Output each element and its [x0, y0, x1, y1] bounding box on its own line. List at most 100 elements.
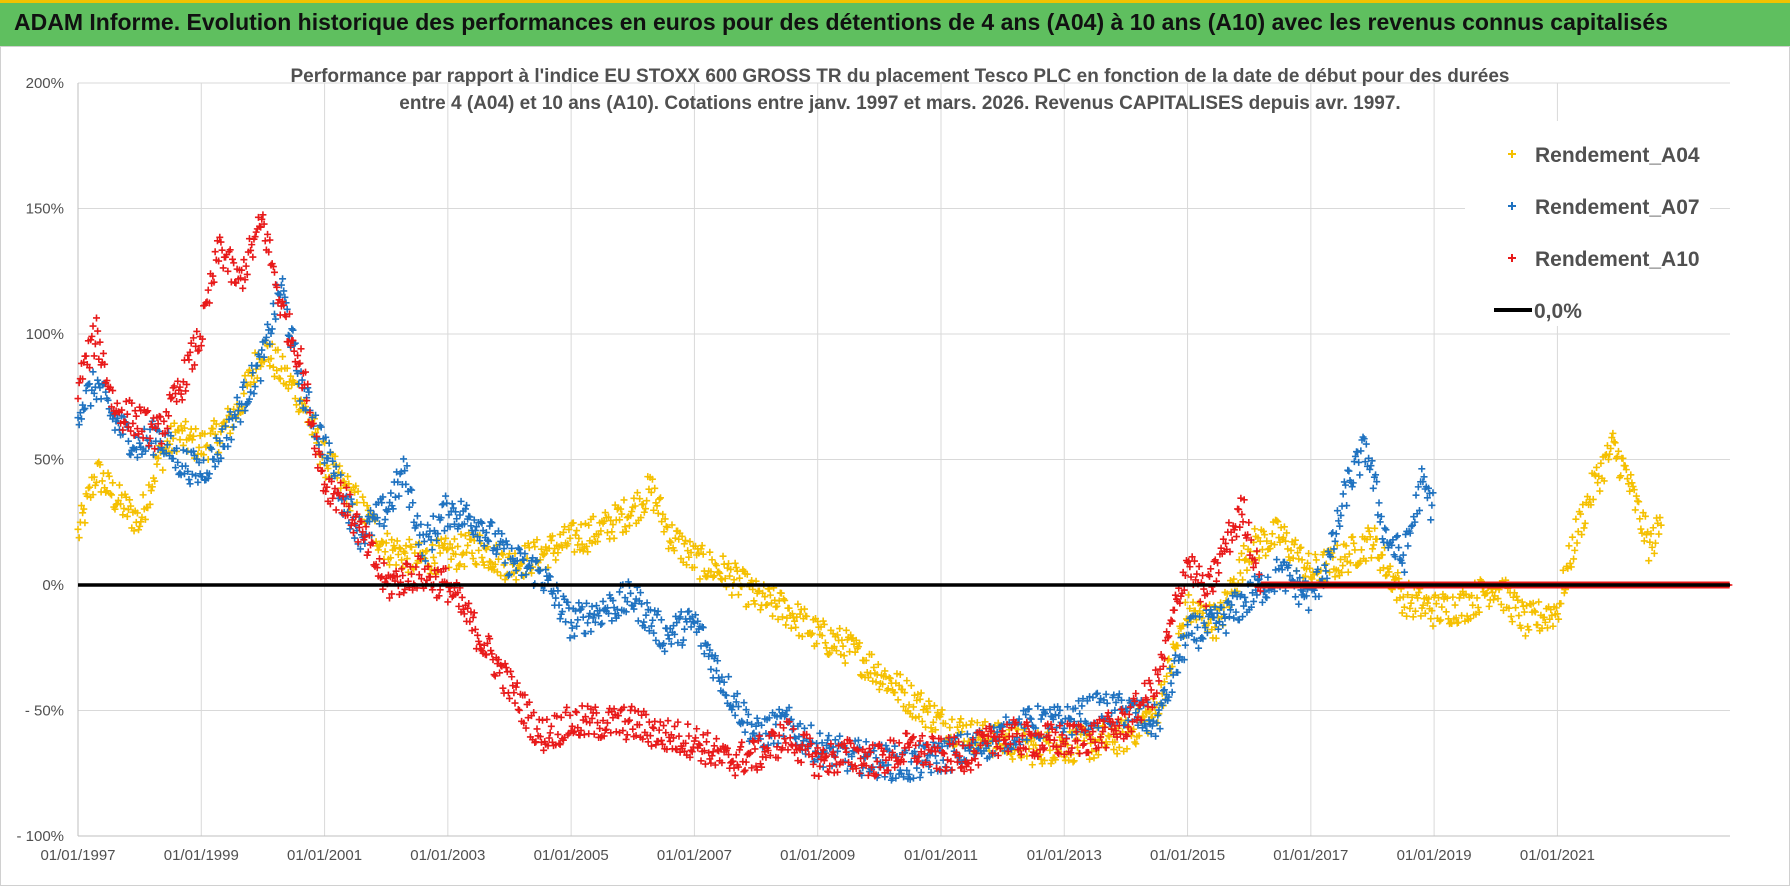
data-point — [210, 278, 218, 286]
data-point — [374, 546, 382, 554]
data-point — [213, 450, 221, 458]
data-point — [94, 376, 102, 384]
data-point — [1221, 614, 1229, 622]
data-point — [482, 651, 490, 659]
data-point — [306, 409, 314, 417]
y-tick-label: 100% — [26, 326, 64, 343]
data-point — [1403, 612, 1411, 620]
data-point — [240, 256, 248, 264]
data-point — [570, 727, 578, 735]
data-point — [1518, 598, 1526, 606]
data-point — [197, 342, 205, 350]
data-point — [594, 538, 602, 546]
data-point — [872, 771, 880, 779]
data-point — [685, 607, 693, 615]
data-point — [851, 648, 859, 656]
data-point — [645, 627, 653, 635]
data-point — [1124, 723, 1132, 731]
data-point — [558, 608, 566, 616]
data-point — [471, 560, 479, 568]
data-point — [1404, 542, 1412, 550]
data-point — [351, 520, 359, 528]
data-point — [1266, 545, 1274, 553]
data-point — [591, 618, 599, 626]
data-point — [168, 393, 176, 401]
data-point — [1241, 593, 1249, 601]
data-point — [705, 652, 713, 660]
data-point — [927, 747, 935, 755]
data-point — [1298, 556, 1306, 564]
data-point — [1037, 730, 1045, 738]
data-point — [572, 607, 580, 615]
data-point — [1212, 634, 1220, 642]
data-point — [1090, 754, 1098, 762]
data-point — [1123, 732, 1131, 740]
data-point — [156, 413, 164, 421]
data-point — [101, 360, 109, 368]
data-point — [607, 729, 615, 737]
data-point — [378, 537, 386, 545]
data-point — [696, 741, 704, 749]
data-point — [1613, 453, 1621, 461]
data-point — [808, 752, 816, 760]
data-point — [1517, 624, 1525, 632]
series-Rendement_A04 — [74, 336, 1665, 769]
data-point — [434, 530, 442, 538]
data-point — [668, 521, 676, 529]
data-point — [467, 522, 475, 530]
data-point — [573, 708, 581, 716]
data-point — [1571, 546, 1579, 554]
data-point — [891, 763, 899, 771]
data-point — [1580, 524, 1588, 532]
data-point — [312, 411, 320, 419]
data-point — [1101, 723, 1109, 731]
data-point — [392, 561, 400, 569]
data-point — [1406, 604, 1414, 612]
data-point — [198, 335, 206, 343]
data-point — [1337, 555, 1345, 563]
data-point — [1228, 601, 1236, 609]
data-point — [165, 412, 173, 420]
data-point — [449, 504, 457, 512]
data-point — [718, 576, 726, 584]
data-point — [328, 477, 336, 485]
data-point — [658, 740, 666, 748]
data-point — [1154, 670, 1162, 678]
data-point — [677, 608, 685, 616]
data-point — [588, 539, 596, 547]
data-point — [820, 620, 828, 628]
data-point — [1594, 479, 1602, 487]
data-point — [145, 442, 153, 450]
data-point — [573, 622, 581, 630]
data-point — [1473, 594, 1481, 602]
data-point — [1142, 722, 1150, 730]
data-point — [674, 639, 682, 647]
data-point — [298, 376, 306, 384]
data-point — [1468, 592, 1476, 600]
data-point — [1567, 563, 1575, 571]
data-point — [687, 623, 695, 631]
data-point — [1029, 748, 1037, 756]
data-point — [488, 650, 496, 658]
data-point — [1399, 551, 1407, 559]
data-point — [158, 440, 166, 448]
data-point — [655, 495, 663, 503]
data-point — [540, 551, 548, 559]
data-point — [592, 709, 600, 717]
data-point — [612, 728, 620, 736]
data-point — [283, 305, 291, 313]
data-point — [721, 574, 729, 582]
data-point — [428, 546, 436, 554]
data-point — [432, 573, 440, 581]
data-point — [696, 575, 704, 583]
data-point — [500, 545, 508, 553]
data-point — [854, 736, 862, 744]
data-point — [122, 397, 130, 405]
data-point — [1650, 549, 1658, 557]
data-point — [1097, 733, 1105, 741]
data-point — [1601, 451, 1609, 459]
data-point — [96, 461, 104, 469]
data-point — [405, 503, 413, 511]
data-point — [834, 747, 842, 755]
data-point — [1057, 742, 1065, 750]
